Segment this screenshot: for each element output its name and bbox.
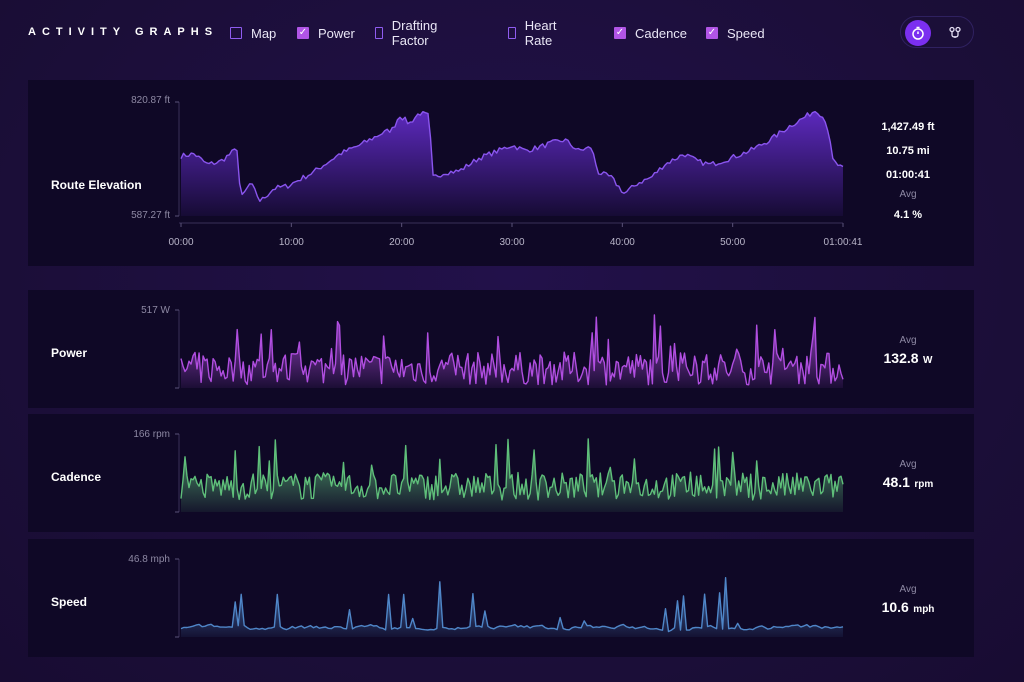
panel-label: Cadence (51, 470, 102, 484)
axis-min-label: 587.27 ft (131, 210, 170, 221)
power-line (180, 314, 844, 386)
checkbox[interactable]: ✓ (614, 27, 626, 39)
panel-label: Speed (51, 595, 88, 609)
elevation-chart[interactable] (28, 80, 974, 266)
time-tick-label: 30:00 (499, 237, 525, 248)
toggle-power[interactable]: ✓ Power (297, 24, 355, 42)
toggle-label: Map (251, 25, 277, 41)
total-elevation: 1,427.49 ft (881, 121, 935, 133)
avg-label: Avg (899, 189, 917, 200)
time-tick-label: 40:00 (609, 237, 635, 248)
time-tick-label: 20:00 (389, 237, 415, 248)
time-tick-label: 01:00:41 (823, 237, 863, 248)
panel-label: Power (51, 346, 88, 360)
cadence-avg: Avg 48.1 rpm (868, 458, 948, 492)
power-chart[interactable] (28, 290, 974, 408)
checkbox[interactable]: ✓ (297, 27, 309, 39)
toggle-label: Drafting Factor (391, 18, 438, 48)
speed-avg: Avg 10.6 mph (868, 583, 948, 617)
speed-area (181, 577, 843, 637)
toggle-label: Speed (727, 25, 765, 41)
elevation-area (181, 111, 843, 216)
checkbox[interactable]: ✓ (230, 27, 242, 39)
avg-unit: rpm (914, 479, 934, 490)
view-mode-switch (900, 16, 974, 48)
check-icon: ✓ (615, 27, 625, 38)
axis-max-label: 517 W (141, 305, 170, 316)
speed-panel: Speed 46.8 mph Avg 10.6 mph (28, 539, 974, 657)
elevation-stats: 1,427.49 ft 10.75 mi 01:00:41 Avg 4.1 % (868, 115, 948, 227)
cadence-line (180, 438, 844, 501)
toggle-label: Cadence (635, 25, 688, 41)
toggle-label: Power (318, 25, 355, 41)
total-time: 01:00:41 (885, 169, 931, 181)
power-area (181, 315, 843, 388)
toggle-speed[interactable]: ✓ Speed (706, 24, 765, 42)
elevation-line (180, 110, 844, 202)
avg-grade: 4.1 % (893, 209, 923, 221)
avg-label: Avg (899, 584, 917, 595)
total-distance: 10.75 mi (886, 145, 930, 157)
panel-label: Route Elevation (51, 178, 142, 192)
avg-unit: mph (913, 604, 935, 615)
avg-value: 10.6 (881, 599, 909, 615)
avg-value: 48.1 (882, 474, 910, 490)
cadence-chart[interactable] (28, 414, 974, 532)
toggle-cadence[interactable]: ✓ Cadence (614, 24, 687, 42)
checkbox[interactable]: ✓ (375, 27, 383, 39)
stopwatch-icon (912, 26, 924, 40)
time-tick-label: 10:00 (278, 237, 304, 248)
power-panel: Power 517 W Avg 132.8 W (28, 290, 974, 408)
toggle-label: Heart Rate (524, 18, 557, 48)
cadence-panel: Cadence 166 rpm Avg 48.1 rpm (28, 414, 974, 532)
route-icon (949, 26, 961, 38)
avg-label: Avg (899, 459, 917, 470)
distance-mode-button[interactable] (942, 20, 968, 46)
page-title: ACTIVITY GRAPHS (28, 26, 219, 38)
axis-max-label: 820.87 ft (131, 95, 170, 106)
check-icon: ✓ (298, 27, 308, 38)
speed-chart[interactable] (28, 539, 974, 657)
toggle-heart-rate[interactable]: ✓ Heart Rate (508, 18, 561, 48)
check-icon: ✓ (707, 27, 717, 38)
header: ACTIVITY GRAPHS ✓ Map ✓ Power ✓ Drafting… (0, 0, 1024, 66)
avg-label: Avg (899, 335, 917, 346)
power-avg: Avg 132.8 W (868, 334, 948, 368)
toggle-map[interactable]: ✓ Map (230, 24, 276, 42)
speed-line (180, 577, 844, 633)
time-tick-label: 50:00 (720, 237, 746, 248)
avg-value: 132.8 (883, 350, 919, 366)
avg-unit: W (923, 355, 933, 366)
toggle-drafting-factor[interactable]: ✓ Drafting Factor (375, 18, 442, 48)
route-elevation-panel: Route Elevation 820.87 ft 587.27 ft 00:0… (28, 80, 974, 266)
axis-max-label: 166 rpm (133, 429, 170, 440)
checkbox[interactable]: ✓ (706, 27, 718, 39)
checkbox[interactable]: ✓ (508, 27, 516, 39)
axis-max-label: 46.8 mph (128, 554, 170, 565)
time-mode-button[interactable] (905, 20, 931, 46)
time-tick-label: 00:00 (168, 237, 194, 248)
